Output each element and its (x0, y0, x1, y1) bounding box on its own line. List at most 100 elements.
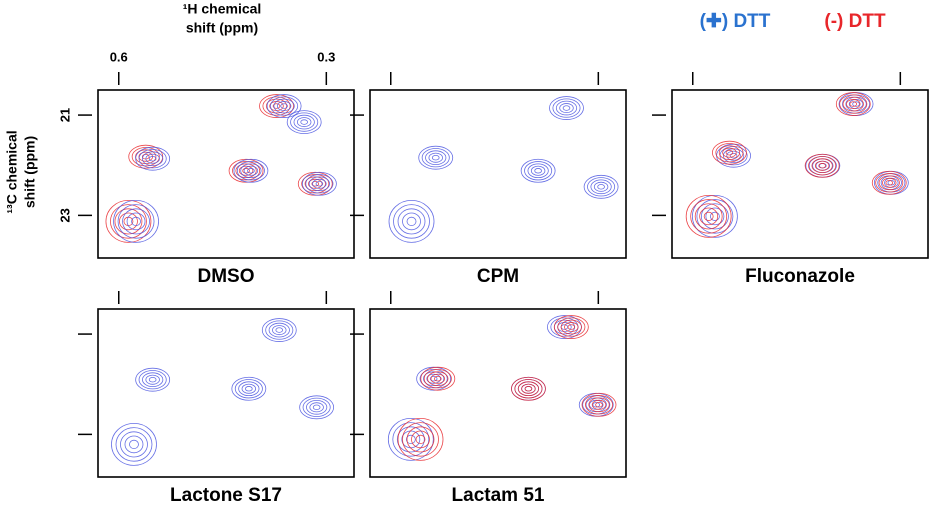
contour-ring (142, 151, 164, 167)
contour-ring (700, 203, 729, 230)
panel-title: Fluconazole (745, 266, 855, 287)
contour-ring (238, 381, 260, 397)
contour-ring (142, 372, 164, 388)
contour-ring (265, 320, 294, 340)
peak (266, 94, 302, 118)
contour-ring (415, 434, 426, 444)
contour-ring (694, 203, 723, 230)
contour-ring (520, 158, 556, 183)
panel-frame (369, 89, 627, 259)
contour-ring (238, 165, 254, 176)
contour-ring (560, 319, 582, 335)
contour-ring (839, 94, 868, 114)
contour-ring (416, 366, 452, 391)
contour-ring (305, 174, 334, 194)
contour-ring (308, 178, 323, 189)
contour-ring (148, 156, 157, 162)
contour-ring (302, 397, 331, 417)
peak (416, 366, 452, 391)
peak (520, 158, 556, 183)
contour-ring (275, 327, 284, 333)
y-tick-label: 23 (57, 208, 72, 222)
peak (578, 392, 614, 417)
peak (420, 366, 456, 391)
peak (299, 395, 335, 420)
panel-title: CPM (477, 266, 519, 287)
contour-ring (421, 148, 450, 168)
peak (583, 174, 619, 199)
contour-ring (555, 100, 578, 116)
contour-ring (427, 371, 449, 387)
contour-ring (148, 377, 157, 383)
contour-ring (235, 163, 257, 179)
contour-ring (589, 399, 604, 410)
x-tick-label: 0.6 (110, 49, 128, 64)
peak (397, 417, 444, 461)
contour-ring (429, 376, 438, 382)
peak (113, 199, 159, 243)
contour-ring (266, 94, 302, 118)
panel-frame (97, 89, 355, 259)
contour-ring (124, 435, 144, 454)
contour-ring (240, 163, 262, 179)
contour-ring (233, 158, 269, 183)
x-axis-title: shift (ppm) (186, 20, 258, 36)
contour-ring (430, 373, 446, 384)
contour-ring (261, 318, 297, 342)
contour-ring (397, 417, 444, 461)
contour-ring (521, 383, 536, 394)
contour-ring (420, 366, 456, 391)
contour-ring (300, 119, 308, 125)
contour-ring (306, 399, 328, 415)
contour-ring (245, 386, 253, 392)
contour-ring (423, 369, 452, 389)
contour-ring (272, 103, 281, 109)
contour-ring (718, 145, 741, 160)
contour-ring (406, 426, 435, 453)
x-axis-title: ¹H chemical (183, 1, 262, 17)
contour-ring (842, 96, 864, 112)
x-tick-label: 0.3 (317, 49, 335, 64)
contour-ring (848, 99, 864, 110)
contour-ring (312, 178, 327, 189)
contour-ring (590, 179, 612, 195)
contour-ring (725, 149, 734, 156)
contour-ring (715, 143, 744, 163)
contour-ring (280, 103, 288, 109)
contour-ring (247, 168, 255, 174)
contour-ring (117, 204, 155, 239)
contour-ring (135, 146, 171, 171)
contour-ring (729, 152, 738, 159)
contour-ring (524, 386, 533, 392)
contour-ring (882, 177, 897, 188)
contour-ring (309, 402, 324, 413)
peak (286, 110, 322, 134)
contour-ring (396, 426, 425, 453)
contour-ring (425, 150, 447, 166)
contour-ring (699, 207, 719, 226)
contour-ring (276, 101, 292, 112)
contour-ring (290, 112, 319, 132)
contour-ring (549, 96, 584, 120)
contour-ring (562, 105, 571, 111)
contour-ring (405, 434, 416, 444)
contour-ring (811, 158, 833, 174)
contour-ring (552, 98, 581, 118)
contour-ring (401, 430, 421, 449)
contour-ring (387, 417, 434, 461)
contour-ring (402, 422, 439, 457)
contour-ring (703, 211, 714, 221)
panel-title: Lactone S17 (170, 485, 282, 506)
contour-ring (428, 152, 443, 163)
contour-ring (553, 315, 589, 339)
contour-ring (511, 376, 546, 401)
panel-title: Lactam 51 (452, 485, 545, 506)
peak (388, 199, 435, 243)
contour-ring (517, 381, 540, 397)
contour-ring (402, 212, 421, 231)
contour-ring (311, 181, 320, 187)
contour-ring (312, 404, 321, 410)
contour-ring (293, 114, 315, 130)
panel-frame (97, 308, 355, 478)
plot-area (105, 94, 337, 243)
